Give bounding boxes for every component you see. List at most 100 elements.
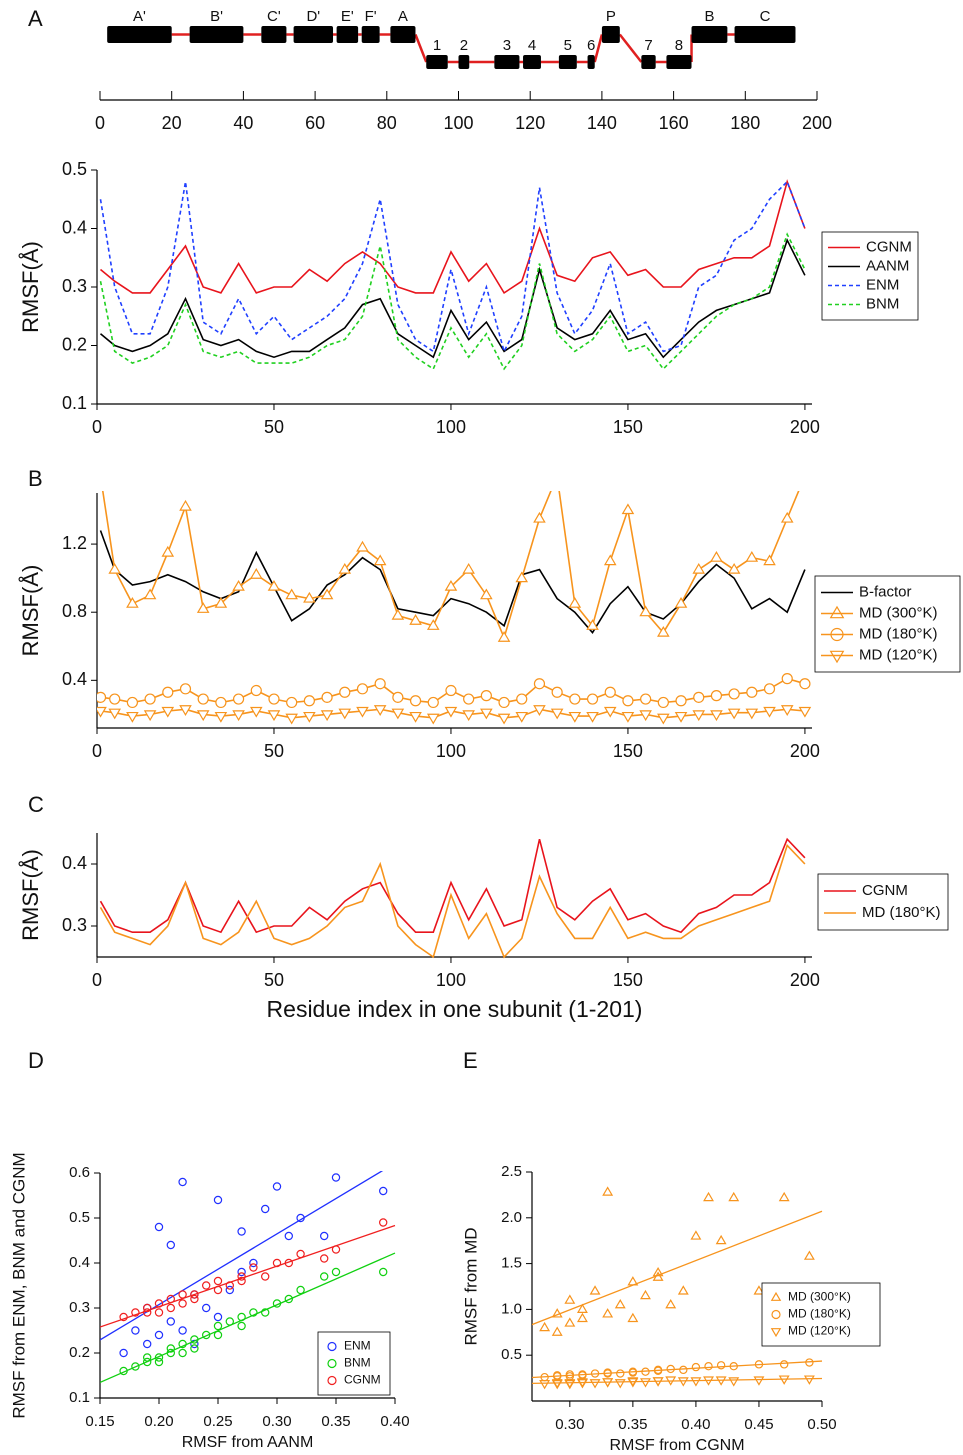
marker [232, 710, 245, 722]
series-line [99, 179, 806, 295]
segment-label: D' [306, 8, 320, 25]
marker [142, 1357, 152, 1367]
marker [639, 605, 652, 617]
marker [639, 710, 652, 722]
marker [213, 1330, 223, 1340]
marker [131, 1362, 140, 1371]
y-tick-label: 2.0 [501, 1209, 522, 1226]
marker [640, 693, 652, 705]
marker [533, 678, 546, 690]
marker [640, 1378, 651, 1388]
marker [568, 596, 582, 608]
marker [803, 1250, 815, 1260]
segment [361, 26, 380, 43]
marker [677, 1285, 689, 1295]
marker [716, 1361, 726, 1370]
marker [622, 695, 634, 707]
marker [131, 1308, 140, 1317]
marker [356, 706, 369, 718]
marker [692, 710, 706, 722]
series-line [99, 837, 806, 934]
segment [426, 55, 448, 69]
series-line [99, 180, 806, 354]
panel-label: A [28, 6, 43, 31]
marker [267, 579, 281, 591]
x-tick-label: 0.50 [807, 1416, 836, 1433]
marker [533, 705, 546, 716]
marker [178, 1177, 187, 1187]
x-axis-label: RMSF from AANM [182, 1434, 314, 1451]
marker [338, 562, 352, 574]
marker [178, 1326, 187, 1335]
marker [201, 1303, 211, 1313]
marker [126, 711, 139, 723]
marker [320, 1272, 329, 1281]
marker [614, 1299, 626, 1309]
x-axis-label: Residue index in one subunit (1-201) [267, 996, 643, 1022]
x-tick-label: 0 [92, 741, 102, 761]
marker [272, 1182, 282, 1191]
y-tick-label: 0.1 [62, 393, 87, 413]
marker [249, 1263, 258, 1272]
marker [131, 1326, 140, 1335]
marker [303, 591, 316, 603]
marker [657, 696, 669, 709]
marker [409, 695, 422, 707]
marker [480, 690, 492, 702]
marker [237, 1321, 246, 1331]
x-axis-label: RMSF from CGNM [609, 1437, 744, 1454]
segment-label: E' [341, 8, 354, 25]
marker [249, 1308, 258, 1317]
x-tick-label: 180 [730, 113, 760, 133]
marker [589, 1285, 601, 1295]
marker [409, 711, 422, 723]
legend-box [821, 231, 919, 321]
y-tick-label: 0.4 [62, 853, 87, 873]
segment [390, 26, 416, 43]
marker [327, 1358, 337, 1369]
panel-label: E [463, 1048, 478, 1073]
marker [693, 691, 705, 703]
marker [771, 1309, 781, 1320]
connector [593, 34, 604, 63]
marker [339, 686, 351, 698]
marker [303, 695, 315, 707]
series-line [99, 232, 806, 371]
marker [552, 470, 563, 479]
y-tick-label: 0.3 [62, 276, 87, 296]
segment-label: B' [210, 8, 223, 25]
marker [373, 705, 387, 716]
marker [621, 711, 635, 723]
y-tick-label: 0.4 [62, 669, 87, 689]
marker [710, 551, 723, 562]
marker [445, 684, 457, 697]
x-tick-label: 200 [802, 113, 832, 133]
y-tick-label: 0.5 [62, 159, 87, 179]
marker [321, 691, 333, 703]
legend-label: MD (120°K) [788, 1324, 851, 1338]
marker [539, 1321, 551, 1332]
marker [97, 706, 107, 718]
x-tick-label: 50 [264, 417, 284, 437]
marker [798, 706, 812, 718]
marker [462, 710, 475, 722]
segment [601, 26, 620, 43]
marker [780, 511, 794, 523]
y-axis-label: RMSF(Å) [18, 849, 43, 941]
marker [781, 673, 793, 685]
marker [640, 1289, 651, 1300]
marker [691, 1362, 701, 1372]
y-tick-label: 0.4 [69, 1254, 90, 1271]
marker [565, 1370, 575, 1379]
x-tick-label: 150 [613, 970, 643, 990]
segment-label: 2 [460, 37, 468, 54]
marker [515, 711, 529, 723]
marker [627, 1312, 639, 1323]
trend-line [100, 1224, 396, 1328]
segment [293, 26, 334, 43]
legend-label: ENM [344, 1339, 371, 1353]
y-axis-label: RMSF(Å) [18, 565, 43, 657]
panel-label: B [28, 466, 43, 491]
legend-label: MD (300°K) [859, 604, 938, 621]
